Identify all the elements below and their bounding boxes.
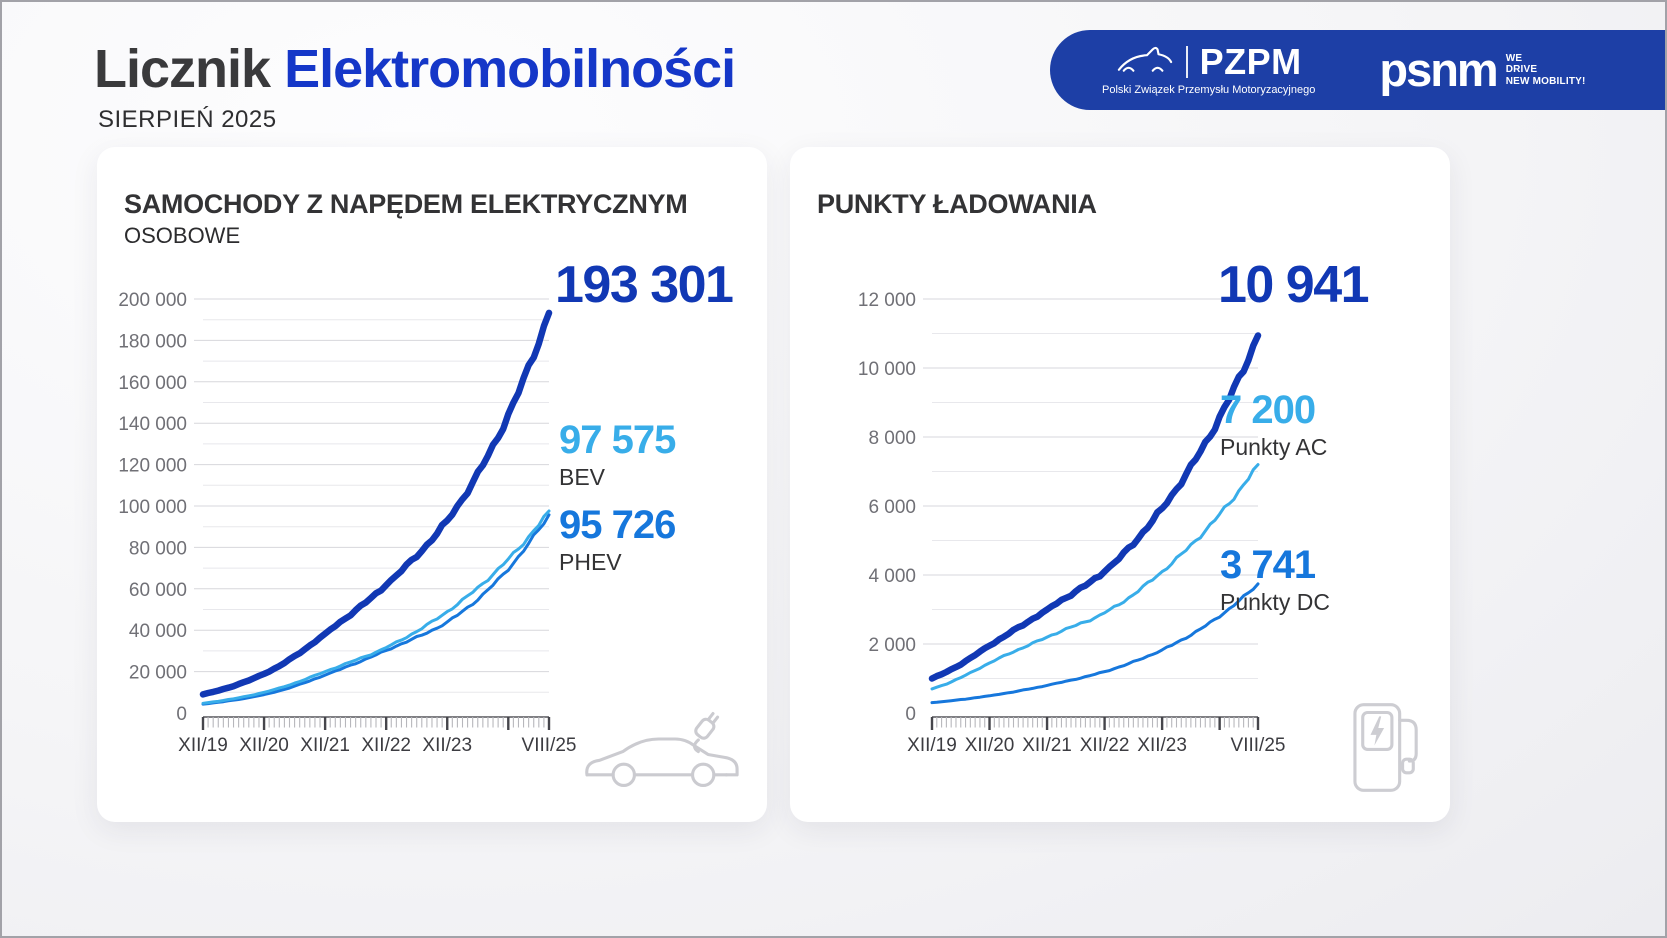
svg-text:80 000: 80 000	[129, 538, 187, 559]
card-subtitle: OSOBOWE	[124, 223, 241, 248]
card-title: SAMOCHODY Z NAPĘDEM ELEKTRYCZNYM	[124, 189, 688, 219]
svg-text:40 000: 40 000	[129, 621, 187, 642]
svg-text:XII/21: XII/21	[300, 735, 350, 756]
bev-count: 97 575	[559, 418, 676, 462]
psnm-logo: psnm WE DRIVE NEW MOBILITY!	[1379, 43, 1586, 97]
ev-cars-line-chart: 0 20 000 40 000 60 000 80 000 100 000 120 000 1…	[118, 290, 577, 756]
svg-text:XII/23: XII/23	[1137, 735, 1187, 756]
svg-text:VIII/25: VIII/25	[1231, 735, 1286, 756]
report-month: SIERPIEŃ 2025	[98, 106, 277, 133]
svg-text:140 000: 140 000	[118, 414, 187, 435]
svg-text:XII/22: XII/22	[1080, 735, 1130, 756]
svg-text:180 000: 180 000	[118, 331, 187, 352]
dc-points-count: 3 741	[1220, 543, 1316, 587]
svg-text:XII/19: XII/19	[178, 735, 228, 756]
electric-car-icon	[585, 712, 739, 788]
phev-label: PHEV	[559, 549, 622, 575]
svg-text:12 000: 12 000	[858, 290, 916, 311]
card-title: PUNKTY ŁADOWANIA	[817, 189, 1097, 219]
svg-text:VIII/25: VIII/25	[522, 735, 577, 756]
svg-text:8 000: 8 000	[868, 428, 916, 449]
phev-headline: 95 726 PHEV	[559, 503, 676, 575]
logo-banner: PZPM Polski Związek Przemysłu Motoryzacy…	[1050, 30, 1665, 110]
svg-text:100 000: 100 000	[118, 497, 187, 518]
svg-text:0: 0	[176, 704, 187, 725]
charging-points-line-chart: 0 2 000 4 000 6 000 8 000 10 000 12 000 XII/19 X…	[858, 290, 1286, 756]
ac-points-label: Punkty AC	[1220, 434, 1328, 460]
dc-points-headline: 3 741 Punkty DC	[1220, 545, 1330, 614]
svg-text:4 000: 4 000	[868, 566, 916, 587]
card-charging-points: PUNKTY ŁADOWANIA 0 2 000 4 000 6 000 8 000 10…	[790, 147, 1450, 822]
svg-text:6 000: 6 000	[868, 497, 916, 518]
total-charging-points-count: 10 941	[1218, 256, 1370, 314]
svg-text:200 000: 200 000	[118, 290, 187, 311]
psnm-tagline: WE DRIVE NEW MOBILITY!	[1505, 52, 1586, 87]
pzpm-wordmark: PZPM	[1199, 41, 1302, 82]
ev-charger-icon	[1353, 703, 1418, 792]
page-title-blue: Elektromobilności	[284, 39, 736, 99]
pzpm-full-name: Polski Związek Przemysłu Motoryzacyjnego	[1102, 84, 1316, 96]
total-ev-count: 193 301	[555, 256, 734, 314]
pzpm-car-sketch-icon	[1117, 46, 1172, 72]
card-electric-cars: SAMOCHODY Z NAPĘDEM ELEKTRYCZNYM OSOBOWE…	[97, 147, 767, 822]
svg-text:10 000: 10 000	[858, 359, 916, 380]
pzpm-logo: PZPM Polski Związek Przemysłu Motoryzacy…	[1102, 41, 1316, 97]
svg-text:120 000: 120 000	[118, 456, 187, 477]
logo-divider	[1185, 46, 1188, 78]
svg-text:XII/20: XII/20	[965, 735, 1015, 756]
bev-label: BEV	[559, 464, 606, 490]
svg-text:20 000: 20 000	[129, 663, 187, 684]
svg-text:2 000: 2 000	[868, 635, 916, 656]
page-title: Licznik Elektromobilności	[94, 38, 736, 100]
svg-text:XII/20: XII/20	[239, 735, 289, 756]
svg-text:60 000: 60 000	[129, 580, 187, 601]
psnm-wordmark: psnm	[1379, 43, 1498, 97]
phev-count: 95 726	[559, 503, 676, 547]
page-title-black: Licznik	[94, 39, 271, 99]
svg-text:XII/21: XII/21	[1022, 735, 1072, 756]
ac-points-headline: 7 200 Punkty AC	[1220, 390, 1327, 459]
bev-headline: 97 575 BEV	[559, 418, 676, 490]
svg-text:160 000: 160 000	[118, 373, 187, 394]
ac-points-count: 7 200	[1220, 388, 1316, 432]
svg-text:XII/19: XII/19	[907, 735, 957, 756]
svg-text:0: 0	[905, 704, 916, 725]
dc-points-label: Punkty DC	[1220, 589, 1330, 615]
svg-text:XII/23: XII/23	[422, 735, 472, 756]
svg-text:XII/22: XII/22	[361, 735, 411, 756]
